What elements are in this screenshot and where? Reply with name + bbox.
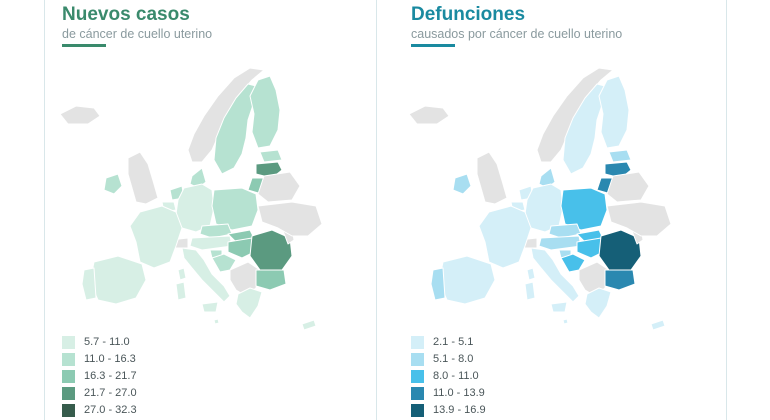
legend-swatch xyxy=(62,353,75,366)
europe-choropleth-map xyxy=(408,67,672,331)
country-ireland xyxy=(103,173,123,195)
country-malta xyxy=(562,318,569,325)
country-romania xyxy=(249,229,293,271)
legend-item: 11.0 - 13.9 xyxy=(411,387,551,401)
panel-subtitle: de cáncer de cuello uterino xyxy=(62,27,213,41)
country-malta xyxy=(213,318,220,325)
panel-deaths: Defunciones causados por cáncer de cuell… xyxy=(408,0,741,420)
country-greece xyxy=(584,287,612,319)
country-croatia xyxy=(560,253,586,273)
legend-item: 13.9 - 16.9 xyxy=(411,404,551,418)
country-poland xyxy=(211,187,259,231)
legend-label: 13.9 - 16.9 xyxy=(433,404,486,416)
country-poland xyxy=(560,187,608,231)
legend-item: 27.0 - 32.3 xyxy=(62,404,202,418)
country-corsica xyxy=(526,267,536,281)
legend-item: 5.1 - 8.0 xyxy=(411,353,551,367)
country-bulgaria xyxy=(255,269,287,291)
country-france xyxy=(478,205,532,269)
legend-label: 16.3 - 21.7 xyxy=(84,370,137,382)
legend-swatch xyxy=(62,336,75,349)
legend-swatch xyxy=(62,370,75,383)
country-ukraine xyxy=(606,201,672,237)
left-divider xyxy=(44,0,45,420)
country-belarus xyxy=(257,171,301,203)
country-portugal xyxy=(430,267,446,301)
panel-new-cases: Nuevos casos de cáncer de cuello uterino… xyxy=(59,0,392,420)
legend-label: 2.1 - 5.1 xyxy=(433,336,474,348)
legend-label: 21.7 - 27.0 xyxy=(84,387,137,399)
title-underline xyxy=(62,44,106,47)
panel-subtitle: causados por cáncer de cuello uterino xyxy=(411,27,623,41)
legend-swatch xyxy=(62,404,75,417)
country-romania xyxy=(598,229,642,271)
country-belarus xyxy=(606,171,650,203)
country-spain xyxy=(89,255,147,305)
country-sicily xyxy=(201,301,219,313)
legend-label: 8.0 - 11.0 xyxy=(433,370,479,382)
country-bulgaria xyxy=(604,269,636,291)
legend-label: 5.7 - 11.0 xyxy=(84,336,130,348)
legend-item: 21.7 - 27.0 xyxy=(62,387,202,401)
panel-title: Nuevos casos xyxy=(62,4,190,25)
legend-swatch xyxy=(411,404,424,417)
country-uk xyxy=(476,151,508,205)
country-uk xyxy=(127,151,159,205)
legend-item: 2.1 - 5.1 xyxy=(411,336,551,350)
title-underline xyxy=(411,44,455,47)
country-france xyxy=(129,205,183,269)
country-estonia xyxy=(259,149,283,163)
right-divider xyxy=(726,0,727,420)
country-austria xyxy=(189,235,233,251)
country-portugal xyxy=(81,267,97,301)
legend-item: 11.0 - 16.3 xyxy=(62,353,202,367)
country-croatia xyxy=(211,253,237,273)
country-corsica xyxy=(177,267,187,281)
legend-label: 11.0 - 16.3 xyxy=(84,353,136,365)
legend-item: 5.7 - 11.0 xyxy=(62,336,202,350)
country-sicily xyxy=(550,301,568,313)
country-sardinia xyxy=(524,281,536,301)
country-ukraine xyxy=(257,201,323,237)
country-spain xyxy=(438,255,496,305)
country-iceland xyxy=(59,105,101,125)
legend-swatch xyxy=(62,387,75,400)
panel-title: Defunciones xyxy=(411,4,526,25)
legend-swatch xyxy=(411,353,424,366)
country-iceland xyxy=(408,105,450,125)
europe-choropleth-map xyxy=(59,67,323,331)
legend-label: 5.1 - 8.0 xyxy=(433,353,474,365)
country-cyprus xyxy=(650,319,666,331)
center-divider xyxy=(376,0,377,420)
country-finland xyxy=(249,75,281,149)
country-greece xyxy=(235,287,263,319)
country-estonia xyxy=(608,149,632,163)
legend-item: 8.0 - 11.0 xyxy=(411,370,551,384)
legend-swatch xyxy=(411,387,424,400)
country-finland xyxy=(598,75,630,149)
legend-label: 27.0 - 32.3 xyxy=(84,404,137,416)
legend-swatch xyxy=(411,336,424,349)
country-sardinia xyxy=(175,281,187,301)
country-austria xyxy=(538,235,582,251)
legend-label: 11.0 - 13.9 xyxy=(433,387,485,399)
legend-item: 16.3 - 21.7 xyxy=(62,370,202,384)
country-italy xyxy=(181,247,231,303)
country-ireland xyxy=(452,173,472,195)
country-cyprus xyxy=(301,319,317,331)
country-italy xyxy=(530,247,580,303)
legend-swatch xyxy=(411,370,424,383)
